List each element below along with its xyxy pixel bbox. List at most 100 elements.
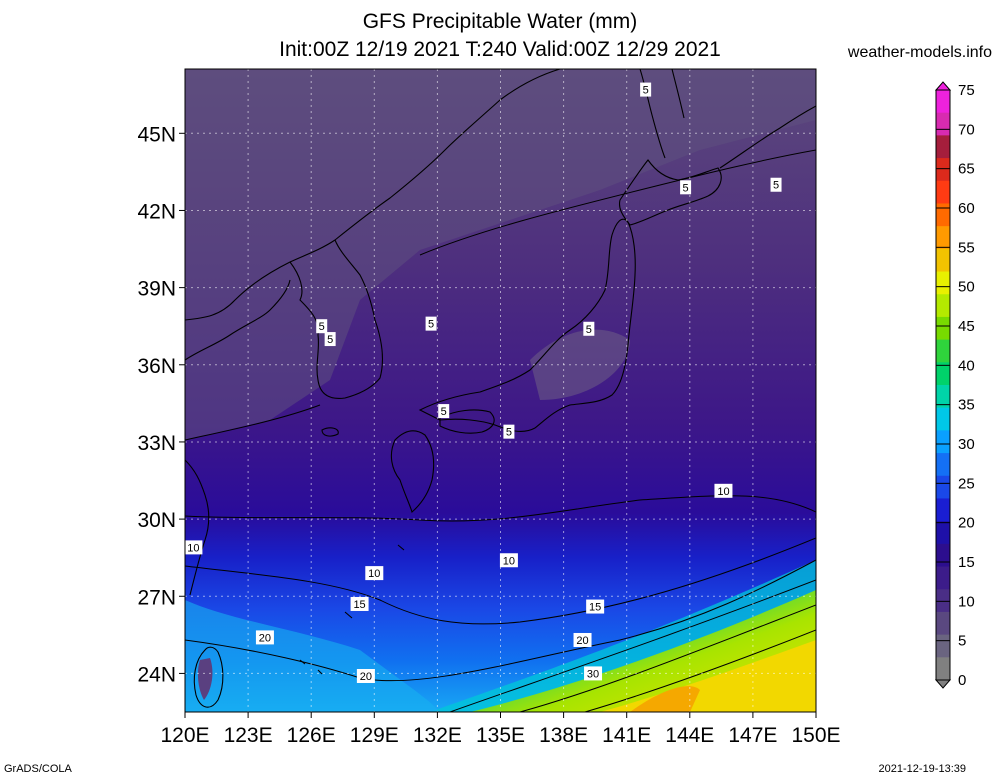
colorbar-segment (936, 634, 950, 658)
colorbar-segment (936, 90, 950, 114)
colorbar-segment (936, 430, 950, 454)
lon-label: 126E (287, 724, 336, 747)
contour-label: 5 (583, 321, 595, 336)
colorbar-segment (936, 294, 950, 318)
colorbar (934, 81, 952, 689)
colorbar-segment (936, 475, 950, 499)
colorbar-segment (936, 112, 950, 136)
colorbar-segment (936, 407, 950, 431)
lon-label: 120E (160, 724, 209, 747)
latitude-labels: 45N 42N 39N 36N 33N 30N 27N 24N (137, 123, 176, 686)
lat-label: 27N (137, 586, 176, 609)
svg-text:10: 10 (368, 568, 380, 580)
site-label: weather-models.info (847, 44, 992, 61)
colorbar-label: 5 (958, 633, 966, 650)
contour-label: 5 (425, 316, 437, 331)
colorbar-segment (936, 543, 950, 568)
contour-label: 5 (324, 332, 336, 347)
svg-text:10: 10 (187, 542, 199, 554)
contour-label: 15 (350, 596, 369, 611)
contours (185, 149, 816, 712)
svg-text:15: 15 (353, 599, 365, 611)
dry-patch-honshu (530, 329, 630, 400)
colorbar-label: 75 (958, 82, 975, 99)
colorbar-segment (936, 362, 950, 386)
footer-timestamp: 2021-12-19-13:39 (878, 763, 966, 775)
taiwan-dry-core (197, 658, 213, 700)
lon-label: 132E (413, 724, 462, 747)
contour-label: 5 (640, 82, 652, 97)
colorbar-bottom-arrow (934, 679, 952, 689)
contour-label: 10 (365, 566, 384, 581)
lon-label: 129E (350, 724, 399, 747)
colorbar-label: 10 (958, 593, 975, 610)
contour-label: 30 (584, 666, 603, 681)
contour-label: 20 (573, 632, 592, 647)
lat-label: 24N (137, 663, 176, 686)
lon-label: 150E (791, 724, 840, 747)
colorbar-segment (936, 385, 950, 409)
contour-label: 5 (770, 177, 782, 192)
contour-label: 15 (586, 599, 605, 614)
colorbar-label: 50 (958, 279, 975, 296)
lon-label: 144E (665, 724, 714, 747)
colorbar-label: 30 (958, 436, 975, 453)
svg-text:5: 5 (683, 182, 689, 194)
svg-text:5: 5 (643, 85, 649, 97)
contour-label: 20 (255, 630, 274, 645)
colorbar-segment (936, 611, 950, 636)
svg-text:10: 10 (717, 486, 729, 498)
lat-label: 33N (137, 432, 176, 455)
svg-text:5: 5 (319, 321, 325, 333)
contour-label: 10 (499, 553, 518, 568)
colorbar-label: 65 (958, 161, 975, 178)
lon-label: 141E (602, 724, 651, 747)
colorbar-label: 70 (958, 121, 975, 138)
moist-south-west (185, 600, 440, 712)
contour-label: 5 (438, 404, 450, 419)
colorbar-label: 15 (958, 554, 975, 571)
lat-label: 45N (137, 123, 176, 146)
colorbar-segment (936, 453, 950, 477)
svg-text:10: 10 (503, 555, 515, 567)
svg-text:20: 20 (576, 635, 588, 647)
svg-text:20: 20 (259, 632, 271, 644)
svg-text:5: 5 (506, 427, 512, 439)
contour-label: 5 (680, 180, 692, 195)
colorbar-segment (936, 158, 950, 182)
colorbar-segment (936, 203, 950, 227)
colorbar-segment (936, 657, 950, 681)
colorbar-segment (936, 339, 950, 363)
colorbar-segment (936, 316, 950, 341)
contour-label: 10 (185, 540, 203, 555)
svg-text:30: 30 (587, 668, 599, 680)
svg-text:5: 5 (586, 324, 592, 336)
contour-label: 10 (714, 483, 733, 498)
colorbar-label: 40 (958, 357, 975, 374)
colorbar-segment (936, 135, 950, 159)
colorbar-label: 25 (958, 475, 975, 492)
contour-label: 20 (356, 668, 375, 683)
coastlines (185, 69, 816, 708)
colorbar-segment (936, 498, 950, 522)
lat-label: 42N (137, 200, 176, 223)
colorbar-label: 55 (958, 239, 975, 256)
lat-label: 36N (137, 355, 176, 378)
colorbar-label: 35 (958, 397, 975, 414)
grid-lines (185, 69, 816, 712)
moist-band-max (630, 686, 700, 712)
svg-text:5: 5 (327, 334, 333, 346)
colorbar-label: 45 (958, 318, 975, 335)
svg-text:5: 5 (428, 319, 434, 331)
svg-text:20: 20 (360, 671, 372, 683)
colorbar-top-arrow (934, 81, 952, 91)
contour-label: 5 (503, 424, 515, 439)
moist-band-peak (600, 640, 816, 712)
colorbar-segment (936, 271, 950, 295)
longitude-labels: 120E 123E 126E 129E 132E 135E 138E 141E 144E 147E… (160, 724, 840, 747)
axis-ticks (179, 132, 817, 718)
